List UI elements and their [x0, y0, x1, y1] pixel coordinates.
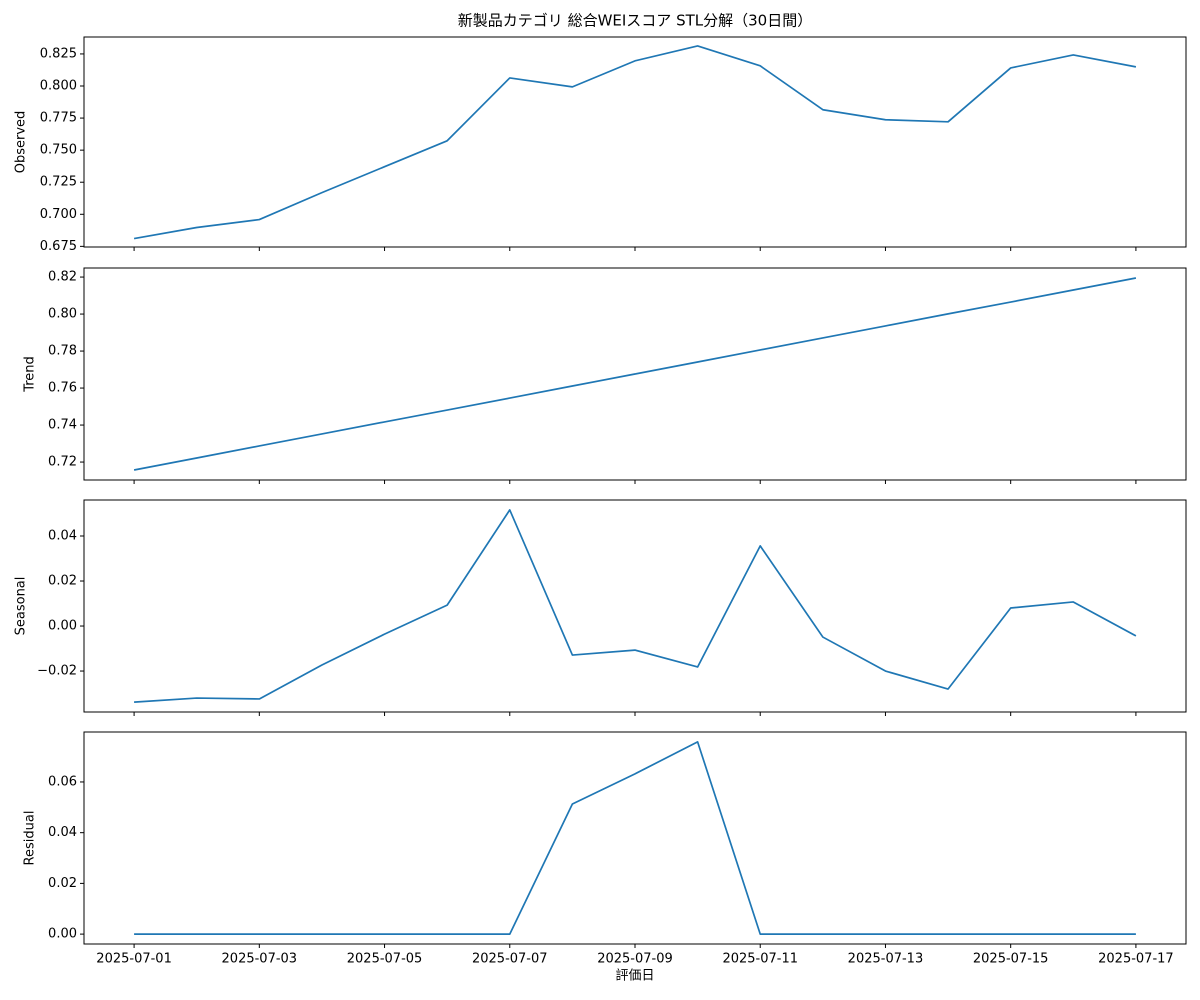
y-tick-label: 0.80: [48, 307, 77, 322]
x-tick-label: 2025-07-09: [597, 952, 673, 967]
y-axis-label: Observed: [14, 111, 29, 174]
series-line: [134, 509, 1137, 703]
y-tick-label: 0.675: [40, 239, 77, 254]
x-tick-label: 2025-07-03: [222, 952, 298, 967]
y-tick-label: 0.74: [48, 418, 77, 433]
y-tick-label: 0.725: [40, 175, 77, 190]
series-line: [133, 45, 1137, 240]
y-tick-label: 0.700: [40, 207, 77, 222]
y-axis-label: Seasonal: [14, 577, 29, 636]
y-tick-label: 0.82: [48, 270, 77, 285]
x-tick-label: 2025-07-17: [1098, 952, 1174, 967]
y-tick-label: 0.775: [40, 111, 77, 126]
y-tick-label: 0.750: [40, 143, 77, 158]
y-tick-label: 0.800: [40, 79, 77, 94]
y-tick-label: 0.04: [48, 529, 77, 544]
x-tick-label: 2025-07-01: [96, 952, 172, 967]
axes-frame: [83, 731, 1187, 945]
chart-title: 新製品カテゴリ 総合WEIスコア STL分解（30日間）: [458, 12, 812, 30]
y-axis-label: Trend: [23, 356, 38, 393]
y-tick-label: 0.02: [48, 574, 77, 589]
series-line: [134, 741, 1136, 935]
y-tick-label: 0.825: [40, 46, 77, 61]
y-tick-label: 0.72: [48, 455, 77, 470]
x-tick-label: 2025-07-11: [722, 952, 798, 967]
y-tick-label: 0.00: [48, 927, 77, 942]
series-line: [133, 277, 1137, 471]
y-tick-label: 0.02: [48, 876, 77, 891]
axes-frame: [83, 267, 1187, 481]
x-tick-label: 2025-07-13: [848, 952, 924, 967]
x-axis-label: 評価日: [615, 969, 654, 984]
x-tick-label: 2025-07-05: [347, 952, 423, 967]
y-axis-label: Residual: [23, 811, 38, 866]
y-tick-label: 0.00: [48, 619, 77, 634]
axes-frame: [83, 36, 1187, 248]
y-tick-label: 0.76: [48, 381, 77, 396]
y-tick-label: 0.06: [48, 774, 77, 789]
x-tick-label: 2025-07-15: [973, 952, 1049, 967]
x-tick-label: 2025-07-07: [472, 952, 548, 967]
y-tick-label: −0.02: [37, 664, 77, 679]
axes-frame: [83, 499, 1187, 713]
y-tick-label: 0.78: [48, 344, 77, 359]
y-tick-label: 0.04: [48, 825, 77, 840]
